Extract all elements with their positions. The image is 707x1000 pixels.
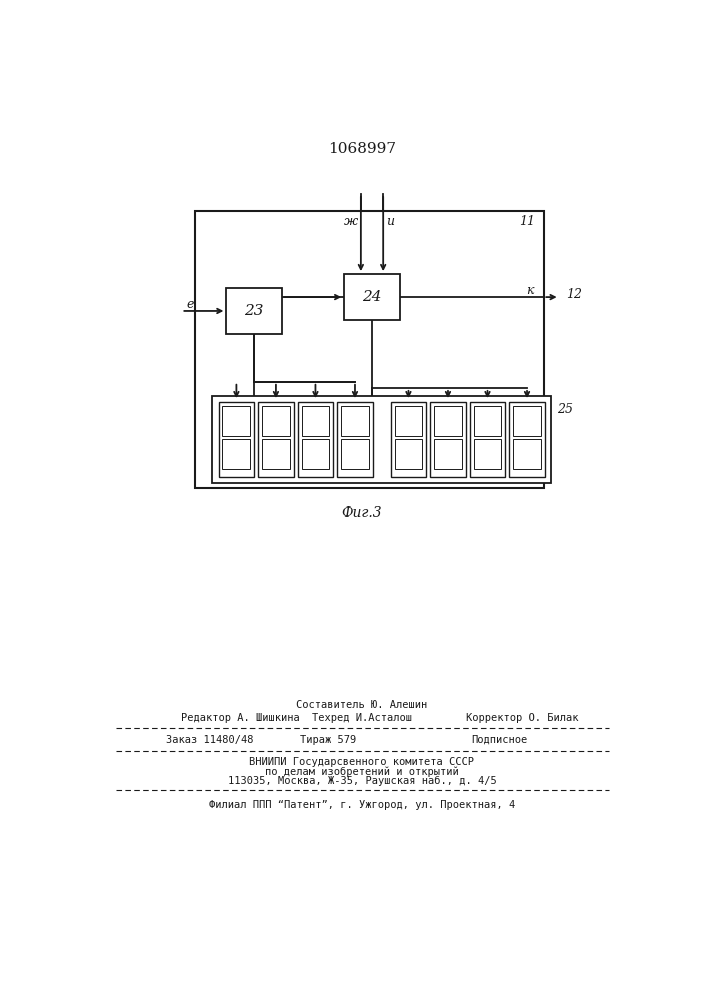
Bar [195,211,544,488]
Text: 11: 11 [519,215,534,228]
Text: e: e [186,298,194,311]
Bar [391,402,426,477]
Bar [341,406,369,436]
Bar [223,406,250,436]
Bar [395,406,422,436]
Bar [395,439,422,469]
Bar [434,406,462,436]
Text: Заказ 11480/48: Заказ 11480/48 [166,735,253,745]
Text: Техред И.Асталош: Техред И.Асталош [312,713,412,723]
Bar [223,439,250,469]
Bar [434,439,462,469]
Bar [337,402,373,477]
Text: 113035, Москва, Ж-35, Раушская наб., д. 4/5: 113035, Москва, Ж-35, Раушская наб., д. … [228,776,496,786]
Text: к: к [527,284,534,297]
Text: Тираж 579: Тираж 579 [300,735,357,745]
Bar [474,406,501,436]
Bar [301,406,329,436]
Text: 12: 12 [566,288,582,301]
Bar [218,402,255,477]
Bar [298,402,333,477]
Bar [474,439,501,469]
Bar [513,406,541,436]
Bar [226,288,282,334]
Text: Корректор О. Билак: Корректор О. Билак [466,713,578,723]
Bar [469,402,506,477]
Bar [344,274,400,320]
Bar [509,402,545,477]
Text: ж: ж [344,215,358,228]
Bar [258,402,293,477]
Text: и: и [386,215,395,228]
Bar [341,439,369,469]
Text: по делам изобретений и открытий: по делам изобретений и открытий [265,766,459,777]
Text: Фиг.3: Фиг.3 [341,506,382,520]
Text: ВНИИПИ Государсвенного комитета СССР: ВНИИПИ Государсвенного комитета СССР [250,757,474,767]
Text: 24: 24 [362,290,382,304]
Bar [430,402,466,477]
Text: Подписное: Подписное [471,735,527,745]
Text: Филиал ППП “Патент”, г. Ужгород, ул. Проектная, 4: Филиал ППП “Патент”, г. Ужгород, ул. Про… [209,800,515,810]
Bar [301,439,329,469]
Text: Составитель Ю. Алешин: Составитель Ю. Алешин [296,700,428,710]
Bar [212,396,551,483]
Text: 25: 25 [557,403,573,416]
Text: 1068997: 1068997 [328,142,396,156]
Text: 23: 23 [245,304,264,318]
Bar [262,439,290,469]
Text: Редактор А. Шишкина: Редактор А. Шишкина [182,713,300,723]
Bar [513,439,541,469]
Bar [262,406,290,436]
